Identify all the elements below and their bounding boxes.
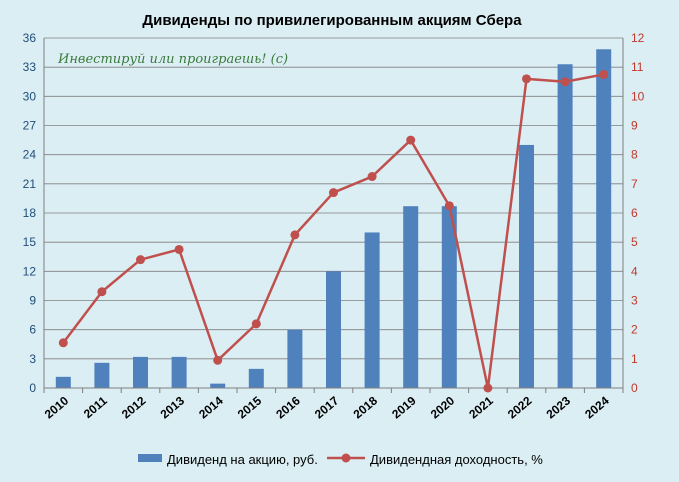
bar-series [55, 49, 612, 389]
x-tick-label: 2012 [119, 393, 149, 421]
y-right-tick-label: 4 [631, 264, 638, 278]
legend-bar-swatch [138, 454, 162, 462]
bar-2022 [519, 144, 534, 388]
y-left-tick-label: 3 [29, 352, 36, 366]
yield-point-2024 [599, 69, 609, 79]
x-tick-label: 2016 [273, 393, 303, 421]
x-tick-label: 2022 [505, 393, 535, 421]
y-right-tick-label: 3 [631, 294, 638, 308]
x-tick-label: 2013 [158, 393, 188, 421]
yield-point-2019 [406, 135, 416, 145]
axes [43, 38, 624, 393]
x-tick-label: 2023 [544, 393, 574, 421]
y-left-tick-label: 18 [23, 206, 37, 220]
gridlines [44, 37, 623, 360]
y-left-tick-label: 0 [29, 381, 36, 395]
x-tick-label: 2020 [428, 393, 458, 421]
x-tick-label: 2014 [196, 393, 226, 421]
y-right-tick-label: 10 [631, 89, 645, 103]
y-left-tick-label: 33 [23, 60, 37, 74]
bar-2013 [171, 356, 187, 388]
y-right-tick-label: 7 [631, 177, 638, 191]
bar-2017 [326, 271, 341, 388]
y-left-tick-label: 30 [23, 89, 37, 103]
y-left-tick-label: 24 [23, 148, 37, 162]
bar-2011 [94, 362, 110, 388]
y-right-tick-label: 6 [631, 206, 638, 220]
yield-point-2017 [329, 188, 338, 198]
yield-point-2018 [367, 172, 377, 182]
yield-point-2023 [560, 77, 570, 87]
chart-title: Дивиденды по привилегированным акциям Сб… [142, 12, 522, 29]
bar-2024 [596, 49, 612, 389]
bar-2012 [133, 356, 148, 388]
yield-point-2016 [290, 230, 300, 240]
line-series [58, 69, 609, 393]
bar-2010 [55, 376, 71, 388]
x-tick-label: 2015 [235, 393, 265, 421]
y-right-tick-label: 1 [631, 352, 638, 366]
legend-bar-label: Дивиденд на акцию, руб. [167, 452, 318, 467]
bar-2018 [364, 232, 380, 388]
x-tick-label: 2011 [81, 393, 110, 421]
y-left-tick-label: 21 [23, 177, 37, 191]
bar-2020 [441, 206, 457, 388]
watermark-annotation: Инвестируй или проиграешь! (с) [57, 52, 288, 67]
x-tick-label: 2024 [582, 393, 612, 421]
yield-point-2010 [58, 338, 68, 348]
x-tick-label: 2021 [466, 393, 496, 421]
yield-point-2013 [174, 244, 184, 254]
y-right-tick-label: 5 [631, 235, 638, 249]
bar-2019 [403, 206, 419, 388]
legend-line-label: Дивидендная доходность, % [370, 452, 543, 467]
bar-2014 [210, 383, 226, 388]
yield-point-2021 [483, 383, 493, 393]
x-tick-label: 2017 [312, 393, 342, 421]
yield-point-2012 [136, 255, 145, 265]
yield-point-2022 [522, 74, 531, 84]
yield-point-2015 [251, 319, 261, 329]
yield-point-2014 [213, 355, 223, 365]
y-right-tick-label: 9 [631, 119, 638, 133]
x-tick-label: 2019 [389, 393, 419, 421]
y-left-tick-label: 15 [23, 235, 37, 249]
bar-2016 [287, 329, 303, 388]
y-right-tick-label: 8 [631, 148, 638, 162]
y-left-tick-label: 6 [29, 323, 36, 337]
y-right-tick-label: 0 [631, 381, 638, 395]
yield-point-2020 [444, 201, 454, 211]
yield-point-2011 [97, 287, 107, 297]
bar-2023 [557, 64, 573, 388]
y-left-tick-label: 12 [23, 264, 37, 278]
y-left-tick-label: 27 [23, 119, 37, 133]
x-tick-label: 2010 [42, 393, 72, 421]
y-left-tick-label: 36 [23, 31, 37, 45]
legend-line-marker [341, 453, 351, 463]
legend: Дивиденд на акцию, руб. Дивидендная дохо… [138, 452, 543, 467]
y-right-tick-label: 2 [631, 323, 638, 337]
bar-2015 [248, 368, 264, 388]
y-right-tick-label: 11 [631, 60, 644, 74]
y-left-tick-label: 9 [29, 294, 36, 308]
y-right-tick-label: 12 [631, 31, 645, 45]
x-tick-label: 2018 [351, 393, 381, 421]
